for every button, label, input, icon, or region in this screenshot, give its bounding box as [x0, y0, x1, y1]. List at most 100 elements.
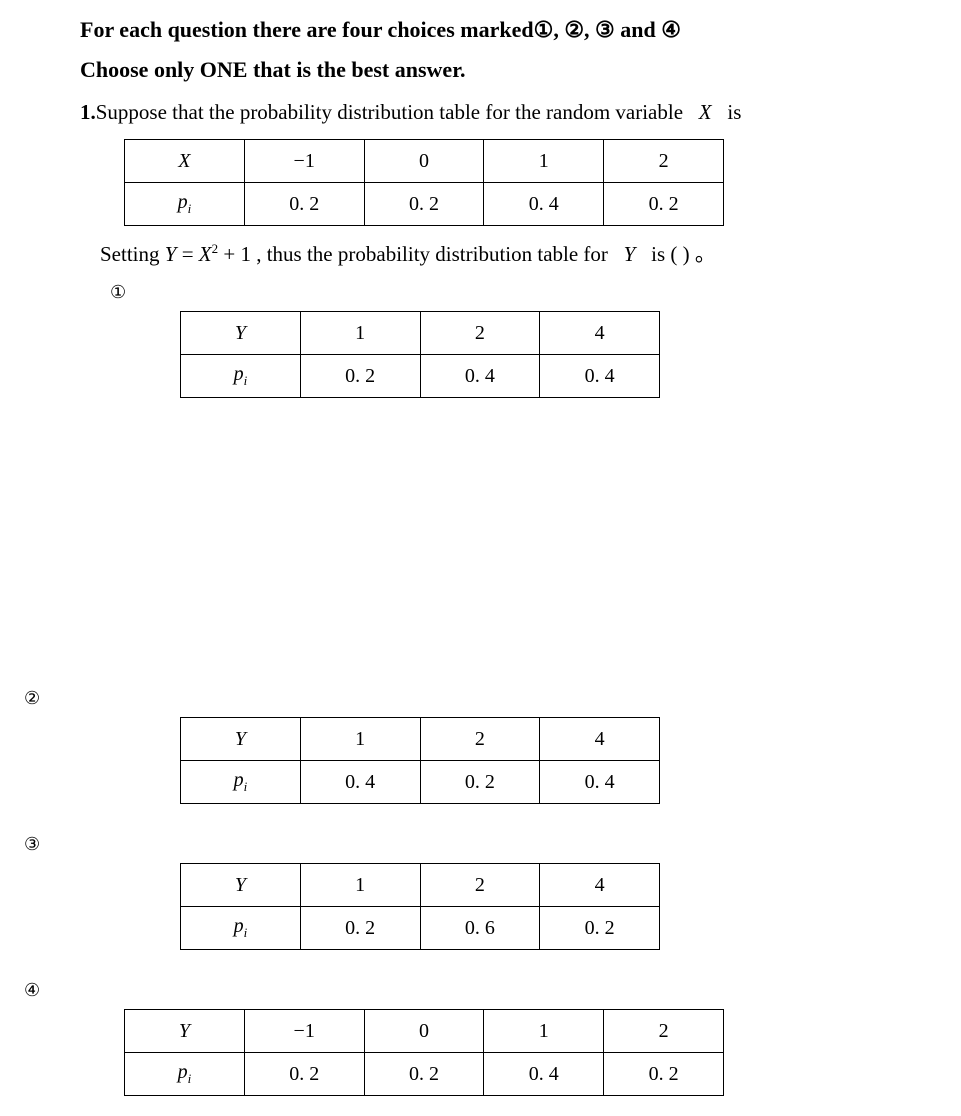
cell: 2: [604, 140, 724, 183]
main-table-wrap: X −1 0 1 2 pi 0. 2 0. 2 0. 4 0. 2: [124, 139, 961, 226]
table-row: Y 1 2 4: [181, 864, 660, 907]
eq-mid: =: [176, 242, 198, 266]
circled-2-icon: ②: [24, 688, 40, 709]
option-1-table-wrap: Y 1 2 4 pi 0. 2 0. 4 0. 4: [180, 311, 961, 398]
table-row: pi 0. 2 0. 2 0. 4 0. 2: [125, 183, 724, 226]
cell-header-pi: pi: [181, 907, 301, 950]
main-table: X −1 0 1 2 pi 0. 2 0. 2 0. 4 0. 2: [124, 139, 724, 226]
cell-header-X: X: [125, 140, 245, 183]
cell: 0. 2: [420, 761, 540, 804]
heading-text-a: For each question there are four choices…: [80, 17, 534, 42]
cell-header-pi: pi: [181, 761, 301, 804]
table-row: pi 0. 2 0. 6 0. 2: [181, 907, 660, 950]
gap-after-opt3: [0, 950, 961, 980]
cell-header-Y: Y: [125, 1010, 245, 1053]
cell-text: Y: [235, 322, 246, 344]
cell-sub-i: i: [188, 201, 192, 216]
option-3-table-wrap: Y 1 2 4 pi 0. 2 0. 6 0. 2: [180, 863, 961, 950]
cell: 0: [364, 140, 484, 183]
cell-p: p: [234, 363, 244, 385]
table-row: X −1 0 1 2: [125, 140, 724, 183]
cell-p: p: [178, 1061, 188, 1083]
cell: 0. 4: [484, 183, 604, 226]
cell: 2: [420, 312, 540, 355]
cell-header-pi: pi: [125, 1053, 245, 1096]
question-stem: 1.Suppose that the probability distribut…: [80, 100, 961, 125]
txt-is-paren: is ( ) 。: [651, 242, 716, 266]
cell: 1: [484, 140, 604, 183]
option-4-table-wrap: Y −1 0 1 2 pi 0. 2 0. 2 0. 4 0. 2: [124, 1009, 961, 1096]
cell: 0. 2: [300, 355, 420, 398]
cell-text: X: [178, 150, 190, 172]
cell-header-Y: Y: [181, 864, 301, 907]
heading-line-2: Choose only ONE that is the best answer.: [80, 50, 961, 90]
option-2-marker: ②: [24, 688, 961, 709]
circled-3-icon: ③: [24, 834, 40, 855]
option-1-table: Y 1 2 4 pi 0. 2 0. 4 0. 4: [180, 311, 660, 398]
cell: 0. 2: [300, 907, 420, 950]
cell: 0. 4: [420, 355, 540, 398]
cell: 0. 4: [484, 1053, 604, 1096]
table-row: pi 0. 2 0. 2 0. 4 0. 2: [125, 1053, 724, 1096]
option-3-marker: ③: [24, 834, 961, 855]
cell: 0. 4: [540, 355, 660, 398]
q-number: 1.: [80, 100, 96, 124]
cell: 0: [364, 1010, 484, 1053]
page: For each question there are four choices…: [0, 0, 961, 1116]
option-3-table: Y 1 2 4 pi 0. 2 0. 6 0. 2: [180, 863, 660, 950]
cell: 0. 4: [300, 761, 420, 804]
cell: 0. 2: [244, 1053, 364, 1096]
cell-sub-i: i: [188, 1071, 192, 1086]
cell-sub-i: i: [244, 373, 248, 388]
cell: 0. 2: [244, 183, 364, 226]
circled-1-icon: ①: [110, 282, 126, 303]
table-row: Y 1 2 4: [181, 312, 660, 355]
cell: −1: [244, 140, 364, 183]
cell: −1: [244, 1010, 364, 1053]
table-row: Y 1 2 4: [181, 718, 660, 761]
cell: 2: [420, 864, 540, 907]
heading-circled-nums: ①, ②, ③ and ④: [534, 17, 681, 42]
gap-after-opt2: [0, 804, 961, 834]
cell: 4: [540, 718, 660, 761]
cell: 4: [540, 864, 660, 907]
cell-text: Y: [235, 728, 246, 750]
cell: 0. 2: [364, 1053, 484, 1096]
eq-tail: + 1 , thus the probability distribution …: [218, 242, 608, 266]
option-4-marker: ④: [24, 980, 961, 1001]
txt-setting: Setting: [100, 242, 165, 266]
cell: 1: [300, 718, 420, 761]
cell: 0. 2: [364, 183, 484, 226]
q-stem-b: is: [727, 100, 741, 124]
table-row: Y −1 0 1 2: [125, 1010, 724, 1053]
cell: 1: [300, 312, 420, 355]
cell: 0. 4: [540, 761, 660, 804]
cell: 4: [540, 312, 660, 355]
var-Y2: Y: [624, 242, 636, 266]
cell-text: Y: [235, 874, 246, 896]
table-row: pi 0. 2 0. 4 0. 4: [181, 355, 660, 398]
cell-header-Y: Y: [181, 718, 301, 761]
cell: 1: [300, 864, 420, 907]
cell-header-pi: pi: [181, 355, 301, 398]
q-stem-a: Suppose that the probability distributio…: [96, 100, 683, 124]
cell: 2: [604, 1010, 724, 1053]
cell-sub-i: i: [244, 779, 248, 794]
var-Y: Y: [165, 242, 177, 266]
cell: 0. 2: [604, 1053, 724, 1096]
setting-text: Setting Y = X2 + 1 , thus the probabilit…: [100, 238, 961, 268]
cell: 1: [484, 1010, 604, 1053]
cell-header-Y: Y: [181, 312, 301, 355]
q-stem-var-X: X: [699, 100, 712, 124]
cell-p: p: [234, 769, 244, 791]
table-row: pi 0. 4 0. 2 0. 4: [181, 761, 660, 804]
cell-sub-i: i: [244, 925, 248, 940]
circled-4-icon: ④: [24, 980, 40, 1001]
cell: 0. 6: [420, 907, 540, 950]
heading-line-1: For each question there are four choices…: [80, 10, 961, 50]
option-2-table: Y 1 2 4 pi 0. 4 0. 2 0. 4: [180, 717, 660, 804]
var-X: X: [199, 242, 212, 266]
cell-p: p: [178, 191, 188, 213]
cell-header-pi: pi: [125, 183, 245, 226]
cell: 2: [420, 718, 540, 761]
